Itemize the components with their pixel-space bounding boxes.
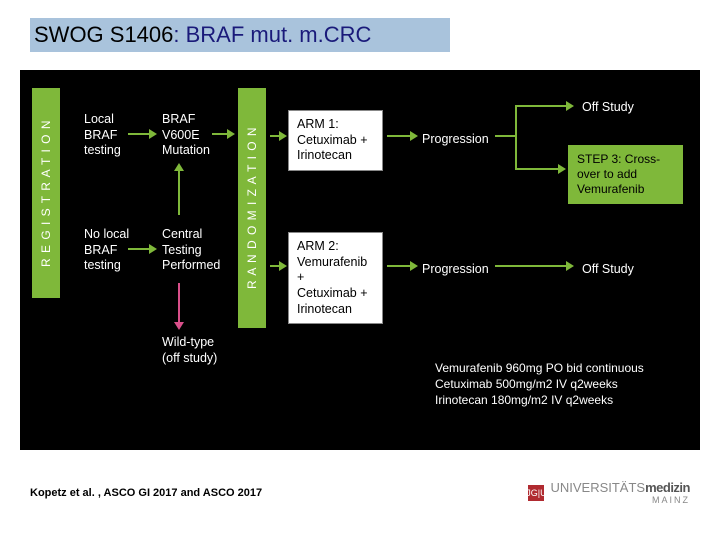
randomization-bar: R A N D O M I Z A T I O N (238, 88, 266, 328)
arrow-braf-to-rand (212, 133, 228, 135)
citation-text: Kopetz et al. , ASCO GI 2017 and ASCO 20… (30, 487, 262, 499)
arrow-prog1-to-offstudy (517, 105, 567, 107)
progression-2: Progression (420, 260, 491, 280)
logo-square: JG|U (528, 485, 544, 501)
logo-brand-1: UNIVERSITÄTS (550, 480, 645, 495)
offstudy-2: Off Study (580, 260, 636, 280)
logo-text: UNIVERSITÄTSmedizin MAINZ (550, 480, 690, 505)
arrow-arm1-to-prog (387, 135, 411, 137)
dose-line-1: Vemurafenib 960mg PO bid continuous (435, 360, 644, 376)
arrow-arm2-to-prog (387, 265, 411, 267)
arrow-prog1-vsplit (515, 105, 517, 170)
arrow-rand-to-arm2 (270, 265, 280, 267)
arm1-box: ARM 1: Cetuximab + Irinotecan (288, 110, 383, 171)
node-local-testing: Local BRAF testing (82, 110, 137, 161)
offstudy-1: Off Study (580, 98, 636, 118)
logo-brand-2: medizin (645, 480, 690, 495)
arrow-prog1-stem (495, 135, 515, 137)
arrow-prog2-to-offstudy (495, 265, 567, 267)
registration-bar: R E G I S T R A T I O N (32, 88, 60, 298)
arrow-prog1-to-crossover (517, 168, 559, 170)
progression-1: Progression (420, 130, 491, 150)
title-suffix: : BRAF mut. m.CRC (173, 22, 371, 47)
dosing-text: Vemurafenib 960mg PO bid continuous Cetu… (435, 360, 644, 409)
node-wildtype: Wild-type (off study) (160, 333, 230, 368)
flowchart-diagram: R E G I S T R A T I O N R A N D O M I Z … (20, 70, 700, 450)
arrow-rand-to-arm1 (270, 135, 280, 137)
dose-line-3: Irinotecan 180mg/m2 IV q2weeks (435, 392, 644, 408)
dose-line-2: Cetuximab 500mg/m2 IV q2weeks (435, 376, 644, 392)
crossover-box: STEP 3: Cross- over to add Vemurafenib (568, 145, 683, 204)
title-bar: SWOG S1406: BRAF mut. m.CRC (30, 18, 450, 52)
node-braf-v600e: BRAF V600E Mutation (160, 110, 215, 161)
node-central-testing: Central Testing Performed (160, 225, 225, 276)
title-prefix: SWOG S1406 (34, 22, 173, 47)
arrow-central-to-braf (178, 170, 180, 215)
page-title: SWOG S1406: BRAF mut. m.CRC (34, 22, 371, 48)
arm2-box: ARM 2: Vemurafenib + Cetuximab + Irinote… (288, 232, 383, 324)
node-no-local-testing: No local BRAF testing (82, 225, 137, 276)
footer-logo: JG|U UNIVERSITÄTSmedizin MAINZ (528, 480, 690, 505)
arrow-nolocal-to-central (128, 248, 150, 250)
randomization-label: R A N D O M I Z A T I O N (245, 127, 259, 290)
logo-city: MAINZ (550, 495, 690, 505)
arrow-central-to-wildtype (178, 283, 180, 323)
arrow-local-to-braf (128, 133, 150, 135)
registration-label: R E G I S T R A T I O N (39, 119, 53, 267)
